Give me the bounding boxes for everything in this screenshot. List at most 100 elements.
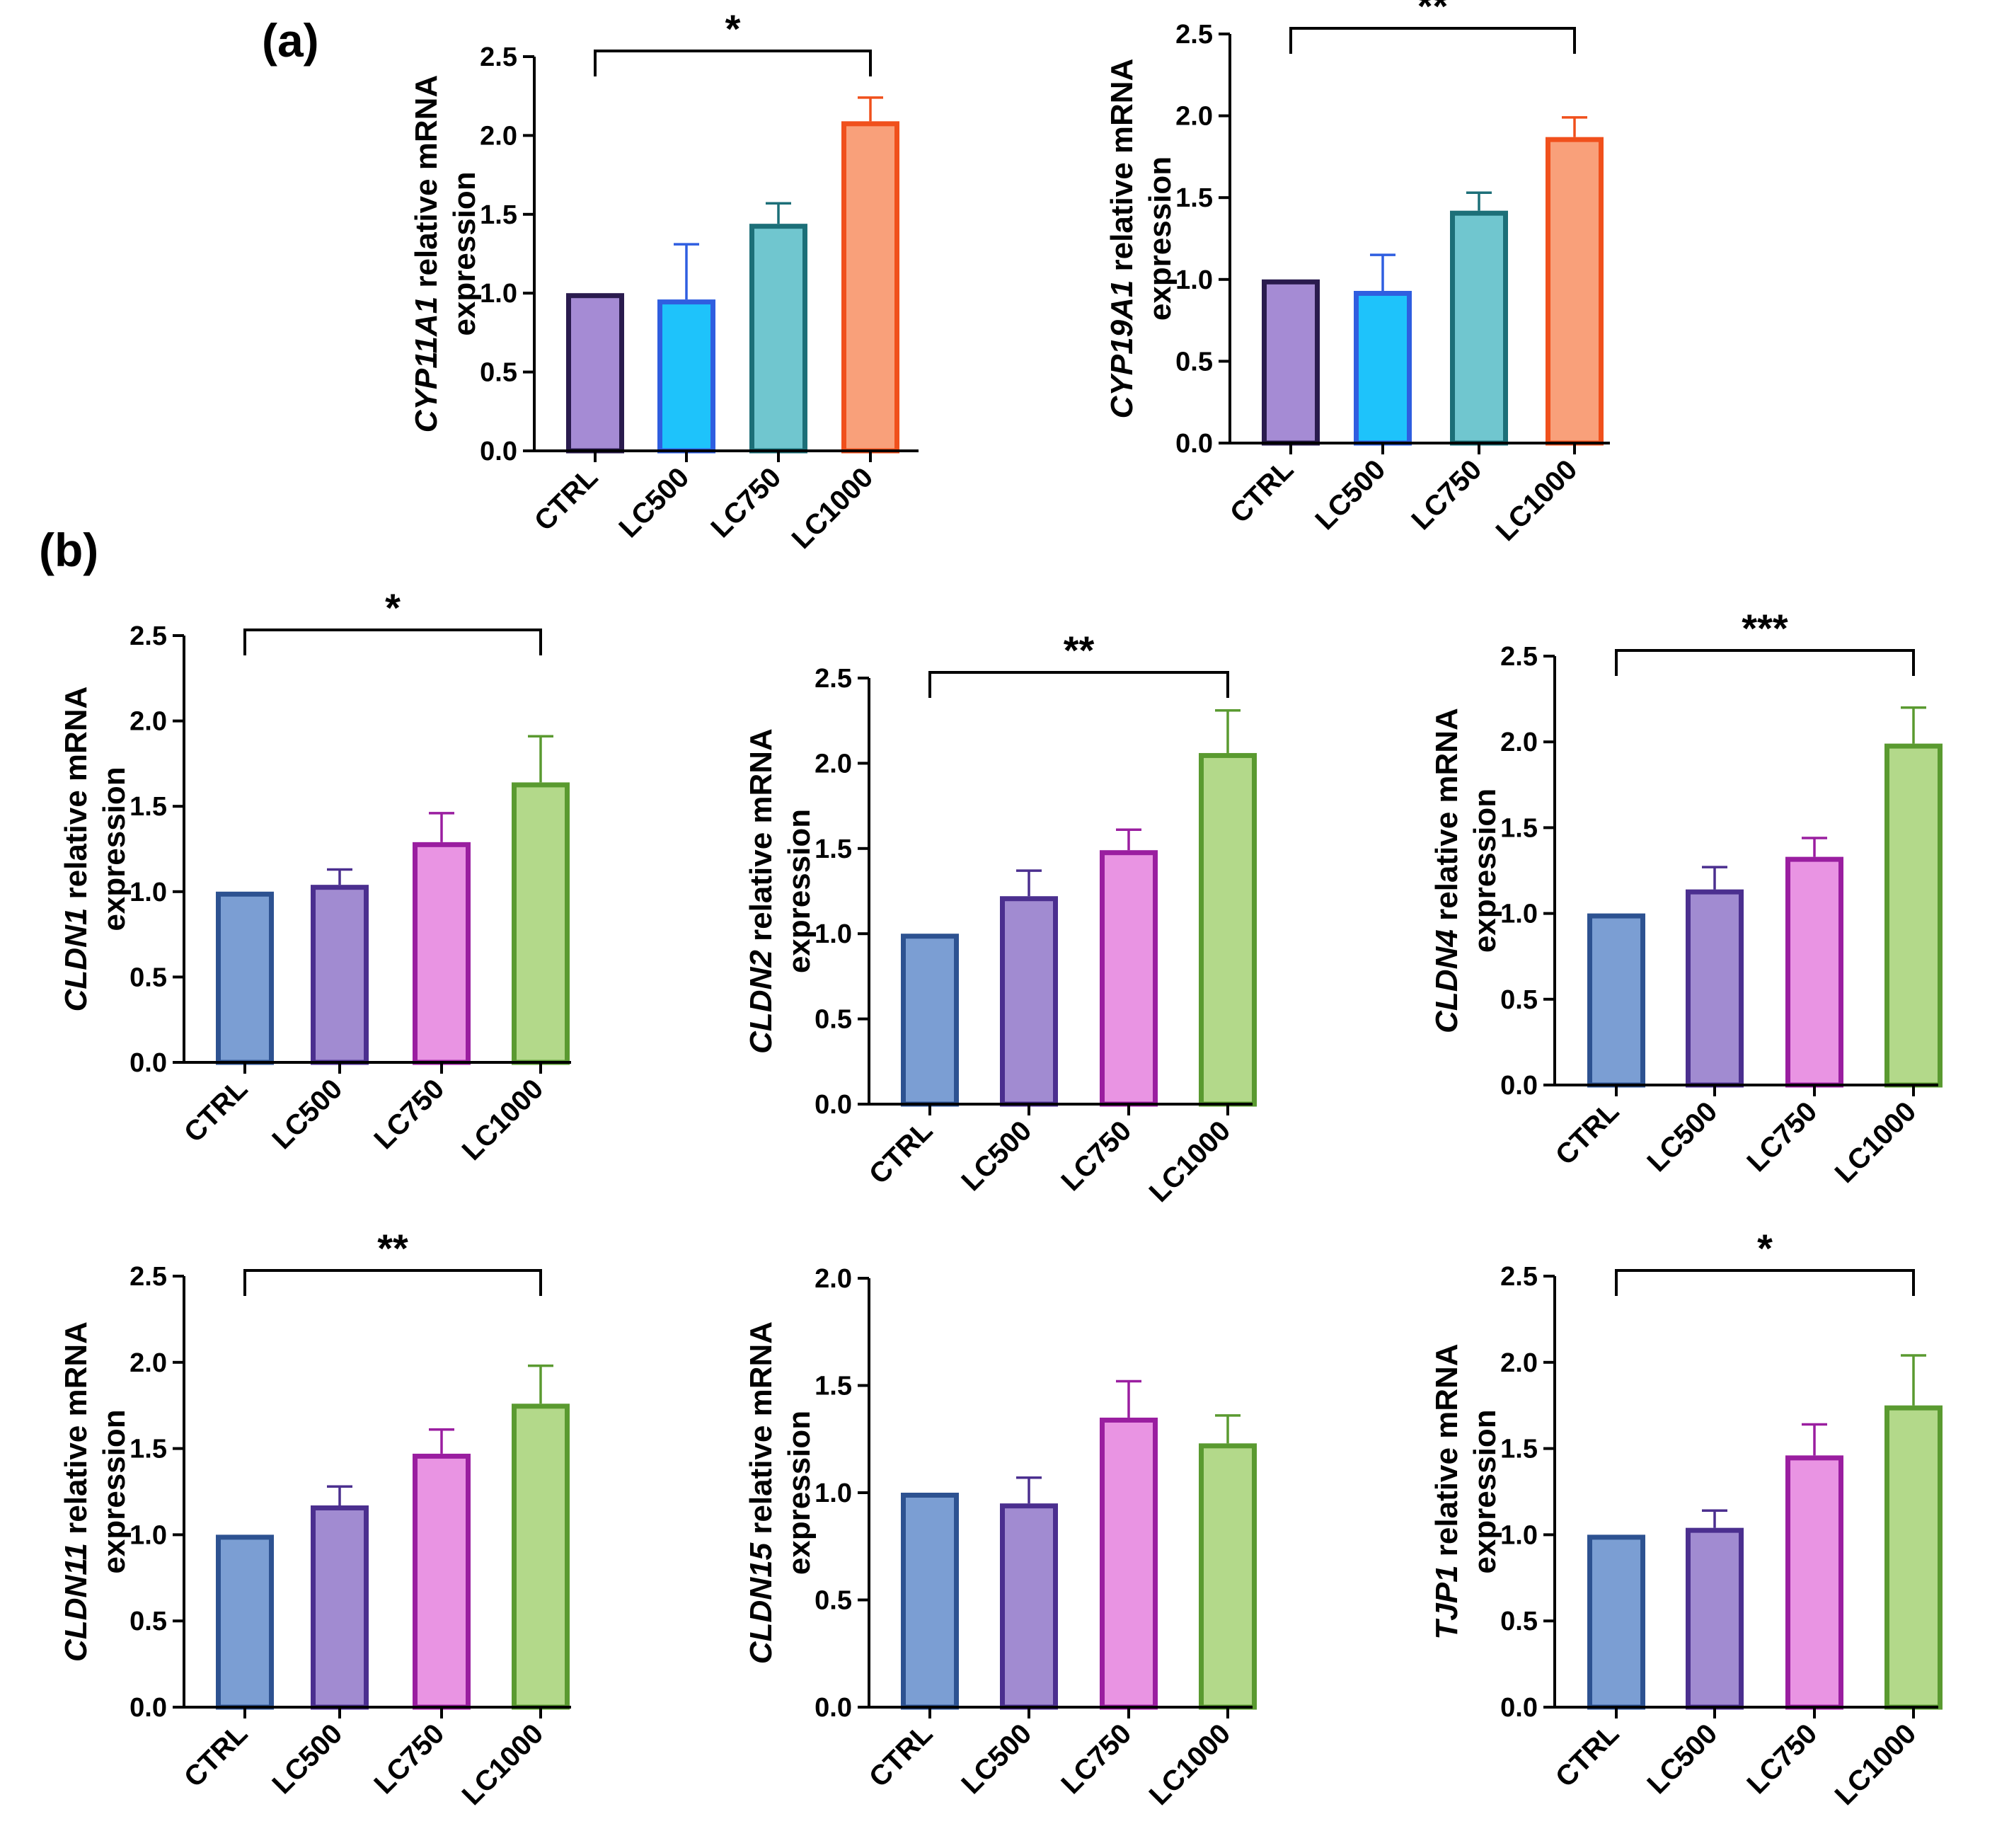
y-axis-label-suffix-cldn11: relative mRNA <box>59 1321 93 1543</box>
bar-cyp11a1-lc1000 <box>841 121 899 454</box>
bar-cldn15-lc1000 <box>1199 1443 1257 1710</box>
y-axis-label-gene-cldn1: CLDN1 <box>59 908 93 1012</box>
y-tick-label-tjp1-0.5: 0.5 <box>1500 1607 1538 1636</box>
y-tick-label-cldn15-0.0: 0.0 <box>815 1693 852 1723</box>
bar-cyp19a1-lc750 <box>1450 210 1508 446</box>
y-axis-label-cldn15: CLDN15 relative mRNA <box>744 1321 778 1664</box>
y-tick-label-cldn15-1.5: 1.5 <box>815 1372 852 1401</box>
x-tick-label-cldn1-ctrl: CTRL <box>178 1073 254 1149</box>
x-tick-label-cldn2-lc1000: LC1000 <box>1144 1115 1237 1208</box>
chart-cyp19a1: 0.0 0.5 1.0 1.5 2.0 2.5 CTRL LC500 LC750 LC1000 CY… <box>1105 0 1610 547</box>
x-tick-label-cldn15-lc1000: LC1000 <box>1144 1718 1237 1811</box>
y-tick-label-cldn11-2.0: 2.0 <box>130 1348 167 1378</box>
y-tick-label-cldn4-0.5: 0.5 <box>1500 985 1538 1015</box>
bar-cldn2-ctrl <box>901 934 959 1107</box>
bar-cldn1-lc500 <box>311 885 369 1065</box>
y-tick-label-tjp1-2.5: 2.5 <box>1500 1262 1538 1292</box>
y-axis-label-suffix-cldn4: relative mRNA <box>1429 708 1464 929</box>
y-axis-label-cldn1: CLDN1 relative mRNA <box>59 687 93 1012</box>
y-tick-label-cyp11a1-0.5: 0.5 <box>480 358 517 388</box>
x-tick-label-cldn11-lc1000: LC1000 <box>456 1718 550 1811</box>
y-tick-label-cldn2-2.0: 2.0 <box>815 749 852 779</box>
x-tick-label-tjp1-lc500: LC500 <box>1641 1718 1723 1800</box>
y-tick-label-tjp1-2.0: 2.0 <box>1500 1348 1538 1378</box>
x-tick-label-cldn2-lc500: LC500 <box>955 1115 1037 1197</box>
x-tick-label-cyp19a1-lc1000: LC1000 <box>1490 454 1584 547</box>
y-axis-label-gene-cldn11: CLDN11 <box>59 1543 93 1662</box>
x-tick-label-cldn11-lc750: LC750 <box>368 1718 450 1800</box>
bar-tjp1-lc500 <box>1686 1527 1744 1710</box>
y-axis-label-gene-cyp11a1: CYP11A1 <box>409 297 444 432</box>
significance-label-cyp19a1: ** <box>1417 0 1449 28</box>
y-tick-label-tjp1-1.5: 1.5 <box>1500 1435 1538 1464</box>
y-axis-label-line2-cyp19a1: expression <box>1143 156 1178 321</box>
x-tick-label-cldn15-lc750: LC750 <box>1055 1718 1137 1800</box>
y-tick-label-tjp1-1.0: 1.0 <box>1500 1520 1538 1550</box>
y-axis-label-gene-tjp1: TJP1 <box>1429 1565 1464 1639</box>
y-axis-label-line2-cldn2: expression <box>782 809 817 973</box>
y-axis-label-cyp11a1: CYP11A1 relative mRNA <box>409 75 444 432</box>
y-tick-label-cldn4-2.0: 2.0 <box>1500 728 1538 757</box>
x-tick-label-cyp19a1-lc750: LC750 <box>1405 454 1487 536</box>
y-tick-label-cyp19a1-1.5: 1.5 <box>1175 183 1213 213</box>
y-axis-label-line2-cldn15: expression <box>782 1411 817 1575</box>
y-tick-label-cyp19a1-2.5: 2.5 <box>1175 20 1213 50</box>
bar-tjp1-lc750 <box>1785 1455 1843 1710</box>
significance-bracket-cldn1 <box>243 629 542 655</box>
significance-label-cldn1: * <box>385 585 401 630</box>
bar-cldn1-lc750 <box>413 842 471 1065</box>
bar-cldn11-ctrl <box>216 1534 274 1710</box>
x-tick-label-tjp1-lc1000: LC1000 <box>1829 1718 1923 1811</box>
x-tick-label-cldn4-lc500: LC500 <box>1641 1096 1723 1178</box>
x-tick-label-cldn4-lc1000: LC1000 <box>1829 1096 1923 1189</box>
bar-cldn11-lc750 <box>413 1453 471 1710</box>
panel-label-a: (a) <box>262 14 319 67</box>
significance-bracket-cldn11 <box>243 1269 542 1296</box>
y-axis-label-cldn4: CLDN4 relative mRNA <box>1429 708 1464 1033</box>
significance-bracket-cyp11a1 <box>594 50 872 76</box>
bar-cldn15-lc750 <box>1100 1417 1158 1710</box>
y-tick-label-cyp19a1-2.0: 2.0 <box>1175 102 1213 132</box>
x-tick-label-cldn1-lc750: LC750 <box>368 1073 450 1155</box>
y-tick-label-cyp11a1-2.0: 2.0 <box>480 121 517 151</box>
y-axis-label-gene-cldn2: CLDN2 <box>744 950 778 1054</box>
bar-cyp11a1-lc500 <box>657 299 715 454</box>
x-tick-label-cyp11a1-lc750: LC750 <box>705 461 787 544</box>
chart-cldn1: 0.0 0.5 1.0 1.5 2.0 2.5 CTRL LC500 LC750 LC1000 CL… <box>59 585 571 1166</box>
y-tick-label-cldn2-0.5: 0.5 <box>815 1005 852 1035</box>
bar-cldn15-lc500 <box>1000 1503 1058 1710</box>
y-tick-label-cldn1-1.5: 1.5 <box>130 792 167 822</box>
significance-label-tjp1: * <box>1757 1226 1773 1270</box>
y-tick-label-cyp19a1-0.5: 0.5 <box>1175 347 1213 377</box>
bar-cyp19a1-lc1000 <box>1546 137 1604 446</box>
x-tick-label-cldn2-ctrl: CTRL <box>863 1115 939 1190</box>
significance-label-cldn2: ** <box>1064 628 1095 672</box>
x-tick-label-cldn1-lc500: LC500 <box>266 1073 348 1155</box>
bar-cldn4-lc500 <box>1686 889 1744 1088</box>
x-tick-label-cyp11a1-lc500: LC500 <box>613 461 695 544</box>
x-tick-label-cldn4-ctrl: CTRL <box>1550 1096 1625 1171</box>
y-tick-label-tjp1-0.0: 0.0 <box>1500 1693 1538 1723</box>
x-tick-label-cldn1-lc1000: LC1000 <box>456 1073 550 1166</box>
bar-cldn11-lc500 <box>311 1505 369 1710</box>
y-axis-label-gene-cldn15: CLDN15 <box>744 1542 778 1664</box>
y-tick-label-cyp19a1-1.0: 1.0 <box>1175 265 1213 295</box>
y-axis-label-gene-cyp19a1: CYP19A1 <box>1105 280 1139 419</box>
bar-cldn1-ctrl <box>216 891 274 1065</box>
y-tick-label-cldn15-2.0: 2.0 <box>815 1264 852 1294</box>
chart-cldn11: 0.0 0.5 1.0 1.5 2.0 2.5 CTRL LC500 LC750 LC1000 CL… <box>59 1226 571 1811</box>
y-tick-label-cyp11a1-1.5: 1.5 <box>480 200 517 230</box>
bar-cldn4-lc750 <box>1785 856 1843 1088</box>
x-tick-label-cldn11-lc500: LC500 <box>266 1718 348 1800</box>
y-tick-label-cldn1-1.0: 1.0 <box>130 878 167 907</box>
significance-bracket-cyp19a1 <box>1289 27 1576 54</box>
y-tick-label-cldn4-0.0: 0.0 <box>1500 1071 1538 1101</box>
y-axis-label-line2-cyp11a1: expression <box>447 171 482 335</box>
bar-cldn15-ctrl <box>901 1493 959 1710</box>
y-axis-label-cldn11: CLDN11 relative mRNA <box>59 1321 93 1662</box>
x-tick-label-cldn2-lc750: LC750 <box>1055 1115 1137 1197</box>
y-axis-label-suffix-cldn15: relative mRNA <box>744 1321 778 1543</box>
